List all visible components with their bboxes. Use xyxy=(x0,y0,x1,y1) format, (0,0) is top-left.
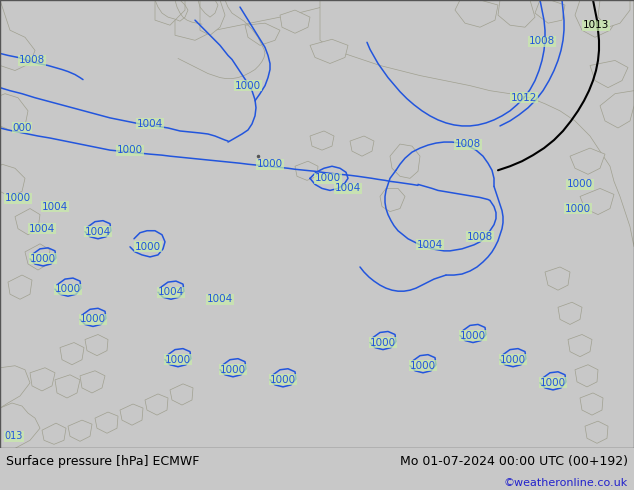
Text: 1008: 1008 xyxy=(19,55,45,66)
Text: 1004: 1004 xyxy=(158,287,184,297)
Polygon shape xyxy=(0,164,25,196)
Polygon shape xyxy=(42,423,66,444)
Polygon shape xyxy=(0,403,40,448)
Text: 1008: 1008 xyxy=(467,232,493,242)
Text: 1000: 1000 xyxy=(410,361,436,371)
Text: 1000: 1000 xyxy=(235,81,261,91)
Text: 000: 000 xyxy=(12,123,32,133)
Text: 1000: 1000 xyxy=(80,315,106,324)
Polygon shape xyxy=(85,335,108,356)
Polygon shape xyxy=(68,420,92,441)
Text: 1004: 1004 xyxy=(137,119,163,129)
Polygon shape xyxy=(30,368,55,391)
Polygon shape xyxy=(245,23,280,46)
Polygon shape xyxy=(120,404,143,425)
Text: 013: 013 xyxy=(5,431,23,441)
Polygon shape xyxy=(8,275,32,299)
Polygon shape xyxy=(580,393,603,415)
Text: 1000: 1000 xyxy=(220,365,246,375)
Polygon shape xyxy=(558,302,582,324)
Text: 1000: 1000 xyxy=(257,159,283,169)
Text: 1004: 1004 xyxy=(207,294,233,304)
Polygon shape xyxy=(535,0,565,23)
Polygon shape xyxy=(575,365,598,387)
Polygon shape xyxy=(15,209,40,235)
Text: 1000: 1000 xyxy=(135,242,161,252)
Polygon shape xyxy=(295,161,318,180)
Text: 1000: 1000 xyxy=(565,203,591,214)
Polygon shape xyxy=(95,412,118,433)
Polygon shape xyxy=(600,91,634,128)
Polygon shape xyxy=(545,267,570,290)
Text: 1000: 1000 xyxy=(117,145,143,155)
Polygon shape xyxy=(380,189,405,212)
Polygon shape xyxy=(280,10,310,33)
Text: 1000: 1000 xyxy=(540,378,566,388)
Polygon shape xyxy=(570,148,605,174)
Text: 1013: 1013 xyxy=(583,20,609,30)
Text: 1008: 1008 xyxy=(455,139,481,149)
Text: 1004: 1004 xyxy=(335,183,361,194)
Polygon shape xyxy=(390,144,420,178)
Polygon shape xyxy=(568,335,592,357)
Text: 1000: 1000 xyxy=(5,194,31,203)
Text: 1000: 1000 xyxy=(370,338,396,347)
Polygon shape xyxy=(0,94,28,131)
Polygon shape xyxy=(580,189,614,215)
Text: 1000: 1000 xyxy=(315,173,341,183)
Polygon shape xyxy=(310,39,348,64)
Polygon shape xyxy=(310,131,334,150)
Text: 1000: 1000 xyxy=(55,284,81,294)
Text: 1000: 1000 xyxy=(500,355,526,365)
Polygon shape xyxy=(155,0,185,25)
Polygon shape xyxy=(0,366,30,448)
Text: 1004: 1004 xyxy=(417,240,443,250)
Polygon shape xyxy=(60,343,84,365)
Polygon shape xyxy=(145,394,168,415)
Polygon shape xyxy=(170,384,193,405)
Polygon shape xyxy=(585,421,608,443)
Polygon shape xyxy=(55,375,80,398)
Text: 1000: 1000 xyxy=(30,254,56,264)
Polygon shape xyxy=(590,60,628,88)
Polygon shape xyxy=(25,244,50,270)
Text: Surface pressure [hPa] ECMWF: Surface pressure [hPa] ECMWF xyxy=(6,455,200,468)
Text: 1012: 1012 xyxy=(511,93,537,103)
Polygon shape xyxy=(200,0,225,35)
Text: ©weatheronline.co.uk: ©weatheronline.co.uk xyxy=(503,477,628,488)
Text: 1004: 1004 xyxy=(42,201,68,212)
Polygon shape xyxy=(455,0,498,27)
Polygon shape xyxy=(175,0,355,40)
Text: 1004: 1004 xyxy=(29,224,55,234)
Polygon shape xyxy=(80,371,105,393)
Text: 1000: 1000 xyxy=(460,331,486,341)
Text: 1000: 1000 xyxy=(270,375,296,385)
Text: 1008: 1008 xyxy=(529,36,555,47)
Polygon shape xyxy=(575,0,625,37)
Polygon shape xyxy=(320,0,634,247)
Text: 1004: 1004 xyxy=(85,227,111,237)
Polygon shape xyxy=(598,0,630,27)
Text: Mo 01-07-2024 00:00 UTC (00+192): Mo 01-07-2024 00:00 UTC (00+192) xyxy=(399,455,628,468)
Text: 1000: 1000 xyxy=(567,179,593,189)
Polygon shape xyxy=(498,0,535,27)
Polygon shape xyxy=(0,0,35,71)
Text: 1000: 1000 xyxy=(165,355,191,365)
Polygon shape xyxy=(350,136,374,156)
